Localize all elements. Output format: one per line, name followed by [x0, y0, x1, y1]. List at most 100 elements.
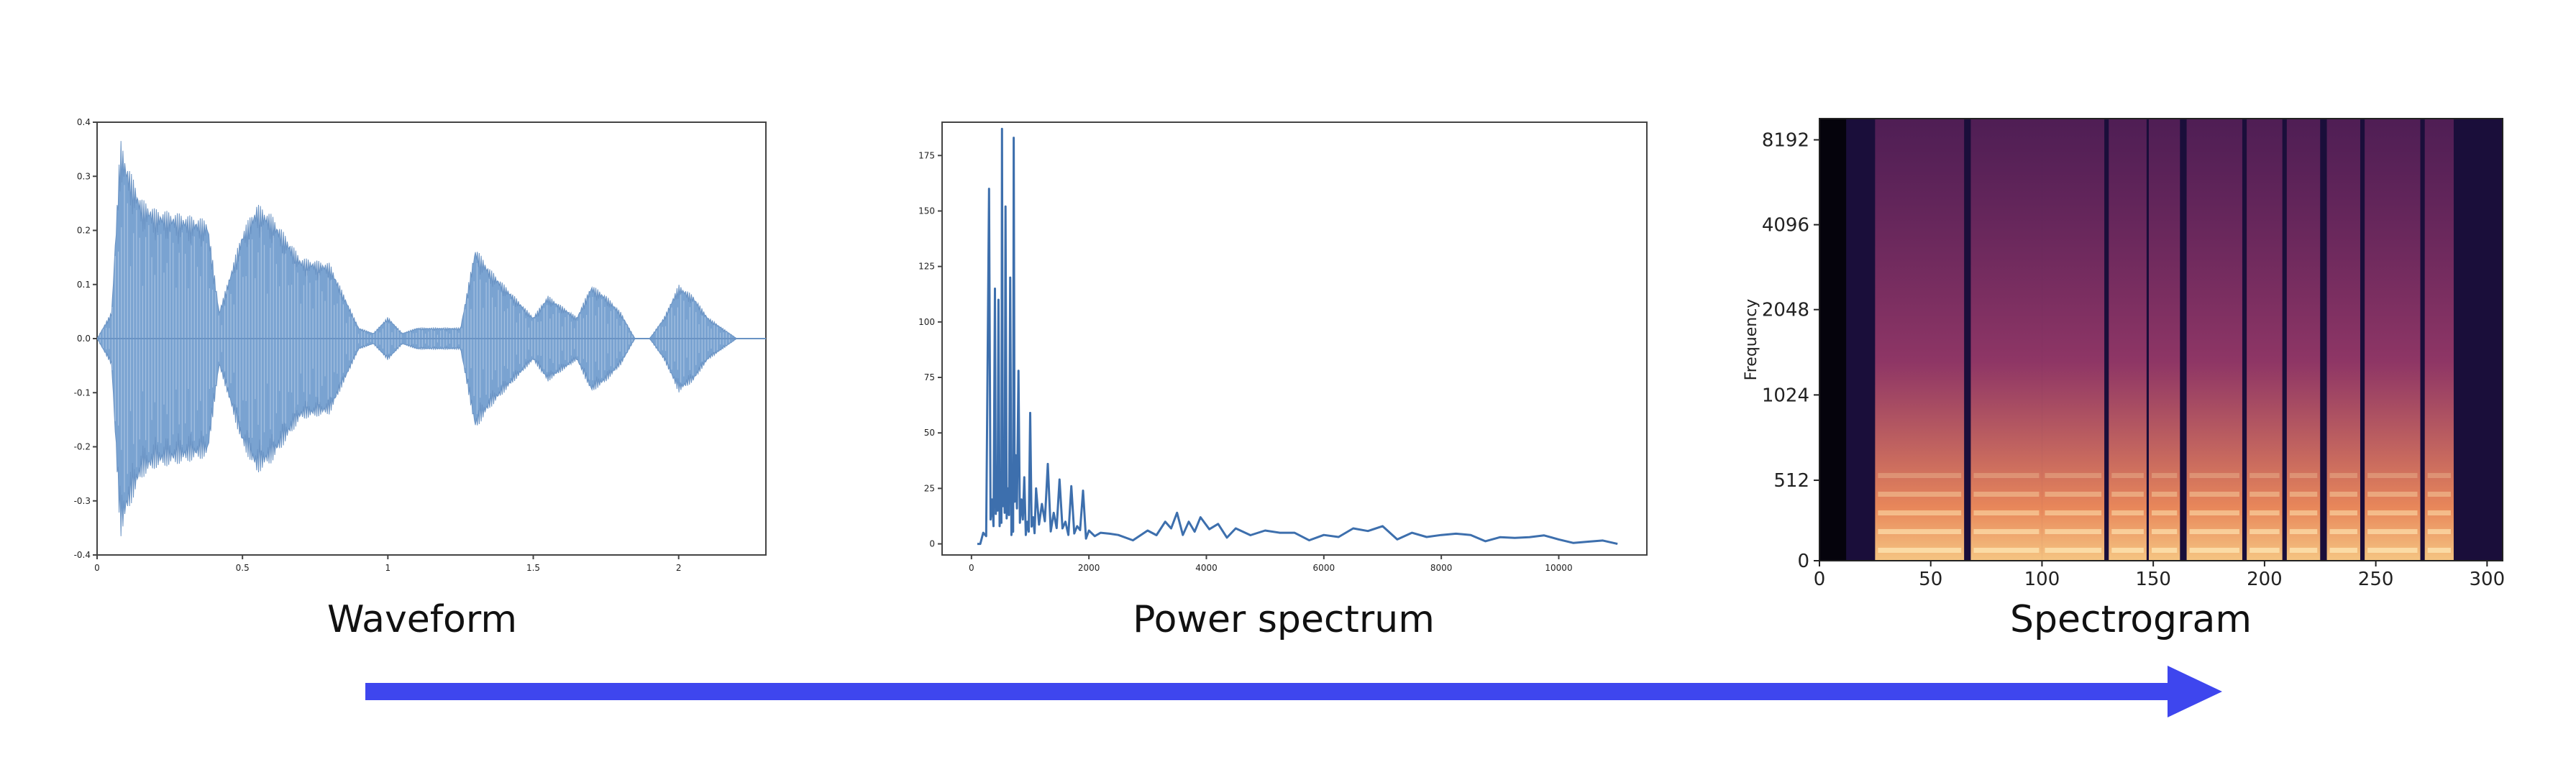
power-spectrum-x-tick-label: 10000	[1545, 563, 1572, 573]
spectrogram-harmonic	[1878, 548, 1962, 553]
spectrogram-harmonic	[2250, 492, 2280, 497]
spectrogram-harmonic	[2427, 510, 2451, 515]
power-spectrum-y-tick-label: 0	[929, 539, 935, 549]
spectrogram-harmonic	[1878, 529, 1962, 534]
spectrogram-harmonic	[2189, 529, 2239, 534]
spectrogram-harmonic	[2289, 492, 2318, 497]
arrow-shaft	[365, 683, 2178, 700]
waveform-x-tick-label: 1.5	[526, 563, 540, 573]
power-spectrum-caption: Power spectrum	[1133, 598, 1435, 641]
spectrogram-harmonic	[2289, 510, 2318, 515]
spectrogram-harmonic	[2045, 529, 2102, 534]
spectrogram-harmonic	[2111, 473, 2144, 478]
power-spectrum-x-tick-label: 8000	[1430, 563, 1453, 573]
spectrogram-harmonic	[2367, 529, 2418, 534]
power-spectrum-y-tick-label: 75	[924, 372, 935, 382]
spectrogram-harmonic	[2289, 529, 2318, 534]
spectrogram-harmonic	[2329, 492, 2357, 497]
spectrogram-harmonic	[2367, 510, 2418, 515]
spectrogram-harmonic	[2427, 529, 2451, 534]
spectrogram-harmonic	[2289, 473, 2318, 478]
spectrogram-y-tick-label: 0	[1797, 551, 1809, 572]
spectrogram-harmonic	[1878, 473, 1962, 478]
spectrogram-voiced-region	[2247, 119, 2283, 561]
spectrogram-harmonic	[2189, 510, 2239, 515]
spectrogram-voiced-region	[2286, 119, 2321, 561]
spectrogram-voiced-region	[2186, 119, 2242, 561]
spectrogram-chart: 0 50 100 150 200 250 300 0 512 1024 2048 4096 8192 Fr…	[1743, 118, 2505, 590]
spectrogram-harmonic	[2111, 548, 2144, 553]
spectrogram-harmonic	[2111, 510, 2144, 515]
power-spectrum-y-tick-label: 175	[918, 150, 935, 160]
arrow-head	[2168, 666, 2222, 717]
spectrogram-harmonic	[2151, 548, 2178, 553]
waveform-y-tick-label: 0.4	[77, 117, 91, 127]
spectrogram-harmonic	[2329, 548, 2357, 553]
spectrogram-y-tick-label: 4096	[1762, 215, 1809, 237]
power-spectrum-x-tick-label: 4000	[1195, 563, 1218, 573]
spectrogram-y-tick-label: 8192	[1762, 130, 1809, 152]
waveform-x-tick-label: 0	[94, 563, 100, 573]
waveform-panel: 0 0.5 1 1.5 2 0.4 0.3 0.2 0.1 0.0 -0.1 -0.2 -0.3 -0.4	[65, 115, 784, 573]
spectrogram-panel: 0 50 100 150 200 250 300 0 512 1024 2048 4096 8192 Fr…	[1740, 108, 2546, 590]
spectrogram-harmonic	[2250, 473, 2280, 478]
power-spectrum-y-tick-label: 150	[918, 206, 935, 216]
waveform-x-tick-label: 0.5	[236, 563, 250, 573]
waveform-chart: 0 0.5 1 1.5 2 0.4 0.3 0.2 0.1 0.0 -0.1 -0.2 -0.3 -0.4	[74, 117, 767, 573]
spectrogram-x-tick-label: 200	[2247, 569, 2283, 590]
power-spectrum-x-tick-label: 2000	[1078, 563, 1100, 573]
spectrogram-frame	[1819, 118, 2503, 561]
spectrogram-voiced-region	[2042, 119, 2105, 561]
waveform-y-tick-label: -0.2	[74, 442, 91, 452]
spectrogram-harmonic	[2045, 473, 2102, 478]
waveform-caption: Waveform	[327, 598, 517, 641]
spectrogram-harmonic	[2151, 492, 2178, 497]
spectrogram-harmonic	[2045, 492, 2102, 497]
waveform-y-tick-label: 0.2	[77, 226, 91, 236]
spectrogram-harmonic	[2111, 492, 2144, 497]
spectrogram-voiced-region	[1875, 119, 1965, 561]
waveform-y-tick-label: 0.0	[77, 334, 91, 344]
spectrogram-harmonic	[2045, 548, 2102, 553]
spectrogram-harmonic	[2289, 548, 2318, 553]
spectrogram-voiced-region	[1970, 119, 2042, 561]
spectrogram-voiced-region	[2109, 119, 2147, 561]
power-spectrum-y-tick-label: 25	[924, 483, 935, 493]
spectrogram-harmonic	[2329, 473, 2357, 478]
spectrogram-caption: Spectrogram	[2010, 598, 2252, 641]
waveform-y-tick-label: -0.3	[74, 496, 91, 506]
spectrogram-silence-band	[1819, 119, 1847, 561]
spectrogram-harmonic	[2427, 548, 2451, 553]
spectrogram-harmonic	[1878, 510, 1962, 515]
spectrogram-harmonic	[2250, 548, 2280, 553]
spectrogram-harmonic	[2189, 548, 2239, 553]
waveform-x-tick-label: 2	[676, 563, 682, 573]
spectrogram-voiced-region	[2148, 119, 2180, 561]
spectrogram-y-tick-label: 2048	[1762, 300, 1809, 321]
spectrogram-harmonic	[2189, 492, 2239, 497]
spectrogram-harmonic	[2329, 510, 2357, 515]
spectrogram-harmonic	[2045, 510, 2102, 515]
spectrogram-x-tick-label: 300	[2470, 569, 2506, 590]
spectrogram-harmonic	[2250, 529, 2280, 534]
power-spectrum-panel: 0 2000 4000 6000 8000 10000 175 150 125 100 75 50 25…	[906, 115, 1654, 573]
spectrogram-harmonic	[2151, 510, 2178, 515]
spectrogram-voiced-region	[2424, 119, 2454, 561]
spectrogram-image	[1819, 119, 2454, 561]
spectrogram-harmonic	[1973, 548, 2040, 553]
waveform-y-tick-label: -0.1	[74, 387, 91, 398]
spectrogram-harmonic	[2367, 548, 2418, 553]
spectrogram-harmonic	[1973, 473, 2040, 478]
power-spectrum-x-tick-label: 6000	[1313, 563, 1335, 573]
waveform-y-tick-label: 0.3	[77, 171, 91, 181]
power-spectrum-y-tick-label: 125	[918, 262, 935, 272]
spectrogram-harmonic	[1973, 529, 2040, 534]
spectrogram-harmonic	[2111, 529, 2144, 534]
spectrogram-x-tick-label: 50	[1919, 569, 1942, 590]
spectrogram-y-tick-label: 512	[1773, 470, 1809, 492]
spectrogram-voiced-region	[2326, 119, 2360, 561]
spectrogram-harmonic	[1973, 510, 2040, 515]
spectrogram-x-tick-label: 250	[2358, 569, 2394, 590]
spectrogram-x-tick-label: 150	[2135, 569, 2171, 590]
